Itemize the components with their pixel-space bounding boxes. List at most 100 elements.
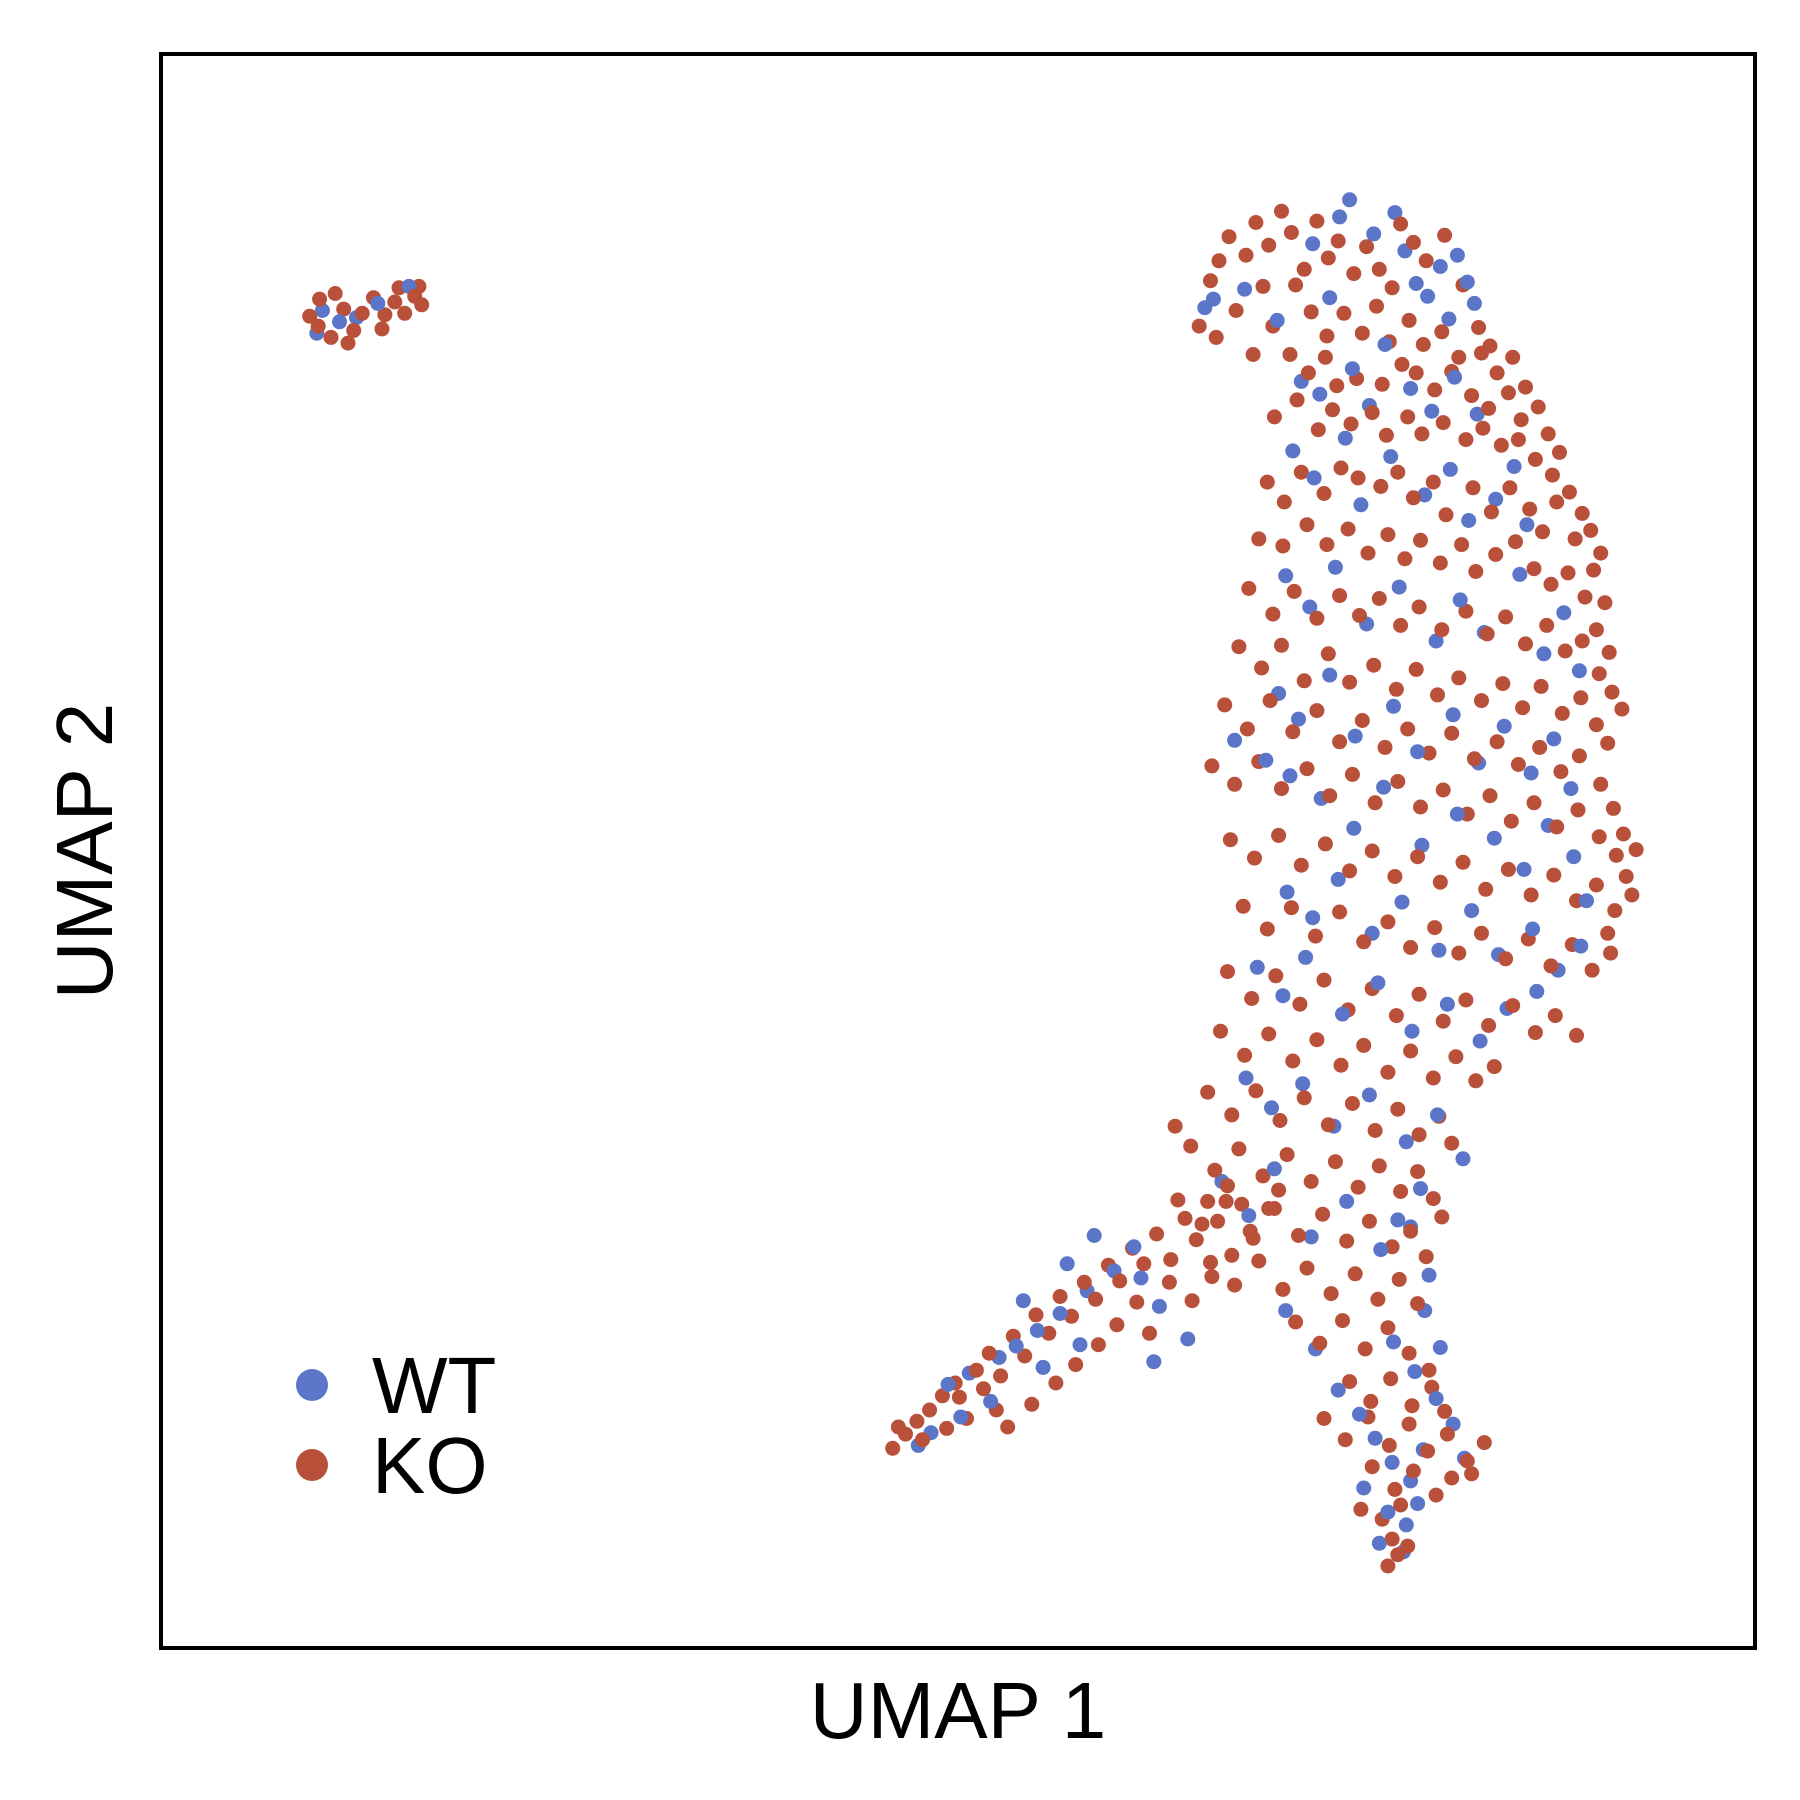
- point-ko: [1238, 247, 1254, 263]
- point-wt: [1029, 1323, 1045, 1338]
- point-ko: [1475, 420, 1491, 436]
- point-ko: [1415, 337, 1431, 352]
- point-ko: [1183, 1138, 1199, 1154]
- point-ko: [1322, 788, 1338, 804]
- point-wt: [1059, 1256, 1075, 1272]
- point-wt: [1367, 1430, 1383, 1446]
- point-ko: [1342, 1374, 1358, 1390]
- point-wt: [1337, 430, 1353, 446]
- point-ko: [1299, 1260, 1315, 1276]
- point-wt: [1133, 1270, 1149, 1286]
- point-ko: [1360, 545, 1376, 561]
- point-ko: [1342, 674, 1358, 690]
- point-ko: [1353, 1501, 1369, 1517]
- point-wt: [1428, 1391, 1444, 1407]
- point-ko: [1421, 1362, 1437, 1378]
- point-ko: [1024, 1396, 1040, 1412]
- point-ko: [1090, 1337, 1106, 1353]
- point-ko: [1064, 1308, 1079, 1324]
- point-ko: [1255, 1168, 1271, 1184]
- point-wt: [1126, 1239, 1142, 1255]
- point-wt: [1237, 281, 1253, 297]
- point-ko: [1434, 1209, 1450, 1225]
- point-ko: [1200, 1084, 1216, 1100]
- point-ko: [302, 308, 318, 324]
- point-ko: [1527, 1025, 1543, 1041]
- point-ko: [1561, 484, 1577, 500]
- point-ko: [1319, 537, 1335, 553]
- point-ko: [1255, 278, 1271, 294]
- point-ko: [1231, 639, 1247, 655]
- point-ko: [1603, 945, 1619, 961]
- point-wt: [1394, 894, 1410, 910]
- point-wt: [1366, 226, 1382, 242]
- point-ko: [1316, 486, 1332, 501]
- point-wt: [1197, 300, 1213, 316]
- point-wt: [1332, 209, 1348, 225]
- point-ko: [1367, 1123, 1383, 1138]
- point-ko: [1476, 1435, 1492, 1451]
- point-wt: [1472, 1033, 1488, 1049]
- point-ko: [1523, 887, 1539, 903]
- point-ko: [1458, 432, 1474, 448]
- point-ko: [1300, 365, 1316, 381]
- point-ko: [1500, 385, 1516, 401]
- point-ko: [1344, 1096, 1360, 1111]
- point-ko: [1364, 1459, 1380, 1475]
- point-ko: [1413, 799, 1428, 815]
- point-ko: [1438, 507, 1454, 523]
- point-ko: [1374, 376, 1390, 392]
- point-ko: [1597, 595, 1613, 611]
- point-ko: [1522, 501, 1538, 517]
- point-ko: [1588, 717, 1604, 733]
- point-ko: [1272, 1113, 1288, 1128]
- point-ko: [1266, 1201, 1282, 1216]
- point-ko: [1574, 505, 1590, 521]
- point-wt: [1566, 849, 1582, 865]
- point-ko: [1418, 253, 1434, 269]
- point-ko: [1217, 697, 1233, 713]
- point-ko: [1437, 227, 1453, 243]
- point-wt: [1146, 1354, 1162, 1370]
- point-wt: [1384, 1454, 1400, 1470]
- point-ko: [1371, 1158, 1387, 1174]
- point-ko: [1435, 782, 1451, 798]
- point-ko: [1615, 826, 1631, 842]
- point-wt: [1291, 711, 1306, 727]
- point-ko: [1170, 1192, 1186, 1208]
- legend-marker-ko: [296, 1449, 328, 1481]
- point-ko: [1354, 325, 1370, 341]
- point-ko: [1191, 318, 1207, 334]
- point-wt: [1447, 369, 1462, 385]
- point-wt: [1410, 744, 1426, 760]
- point-ko: [327, 286, 343, 301]
- point-ko: [1317, 349, 1333, 365]
- point-wt: [1249, 959, 1265, 975]
- point-wt: [1241, 1208, 1257, 1224]
- point-ko: [1052, 1289, 1068, 1304]
- point-wt: [1579, 893, 1594, 909]
- point-ko: [1320, 1117, 1336, 1133]
- point-ko: [1308, 928, 1323, 944]
- point-wt: [1342, 192, 1358, 208]
- point-wt: [1295, 1076, 1311, 1092]
- point-wt: [953, 1409, 969, 1425]
- point-ko: [1316, 972, 1332, 988]
- point-ko: [1332, 734, 1348, 750]
- point-wt: [1417, 487, 1433, 503]
- point-wt: [1346, 820, 1362, 836]
- point-wt: [1441, 311, 1457, 327]
- point-ko: [1414, 426, 1430, 442]
- point-wt: [1180, 1331, 1196, 1347]
- point-ko: [1312, 1335, 1328, 1351]
- point-ko: [1234, 1196, 1250, 1212]
- point-ko: [346, 322, 362, 338]
- point-ko: [1526, 795, 1542, 811]
- point-ko: [1221, 229, 1237, 245]
- point-ko: [1601, 644, 1617, 660]
- point-wt: [1269, 312, 1285, 328]
- point-ko: [1265, 606, 1281, 622]
- point-wt: [1519, 517, 1535, 533]
- point-ko: [1403, 1043, 1419, 1059]
